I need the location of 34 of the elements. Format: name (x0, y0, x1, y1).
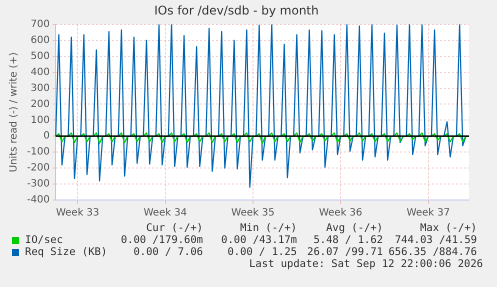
x-tick-label: Week 34 (144, 208, 187, 219)
text: Min (-/+) (239, 222, 297, 234)
text: Last update: Sat Sep 12 22:00:06 2026 (248, 258, 483, 270)
text: 0.00 /179.60m (120, 234, 203, 246)
y-tick-label: 300 (30, 82, 50, 94)
text: Max (-/+) (419, 222, 477, 234)
text: Cur (-/+) (145, 222, 203, 234)
y-tick-label: 700 (30, 18, 50, 30)
y-axis-title: Units read (-) / write (+) (8, 52, 20, 172)
y-tick-label: 400 (30, 66, 50, 78)
text: Avg (-/+) (325, 222, 383, 234)
y-tick-label: -100 (26, 146, 50, 158)
text: 5.48 / 1.62 (312, 234, 383, 246)
y-tick-label: 600 (30, 34, 50, 46)
y-tick-label: -300 (26, 178, 50, 190)
x-tick-label: Week 36 (318, 208, 362, 219)
text: 0.00 /43.17m (220, 234, 297, 246)
y-tick-label: 0 (43, 130, 50, 142)
y-tick-label: 500 (30, 50, 50, 62)
text: 656.35 /884.76 (387, 246, 477, 258)
text: 0.00 / 7.06 (132, 246, 203, 258)
legend-label: Req Size (KB) (25, 246, 108, 258)
legend-label: IO/sec (25, 234, 63, 246)
x-tick-label: Week 35 (231, 208, 275, 219)
y-tick-label: -200 (26, 162, 50, 174)
y-tick-label: -400 (26, 194, 50, 206)
text: 0.00 / 1.25 (226, 246, 297, 258)
text: 744.03 /41.59 (394, 234, 477, 246)
y-tick-label: 200 (30, 98, 50, 110)
x-tick-label: Week 33 (56, 208, 100, 219)
text: 26.07 /99.71 (306, 246, 383, 258)
x-tick-label: Week 37 (406, 208, 450, 219)
y-tick-label: 100 (30, 114, 50, 126)
chart-title: IOs for /dev/sdb - by month (154, 3, 319, 18)
